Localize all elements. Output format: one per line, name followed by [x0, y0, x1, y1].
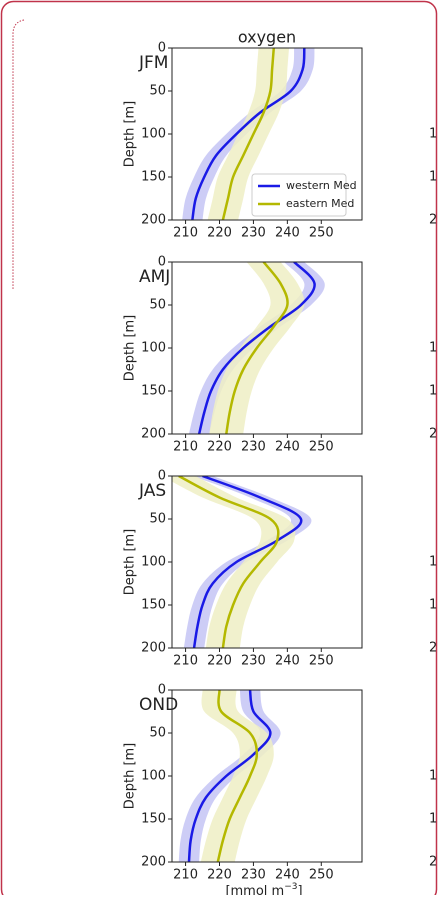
profile-line — [197, 262, 316, 434]
y-tick-label: 100 — [141, 341, 166, 356]
profile-line — [187, 690, 272, 862]
profile-line — [216, 690, 259, 862]
x-tick-label: 240 — [275, 440, 300, 455]
y-tick-label: 200 — [141, 641, 166, 656]
clipped-tick-label: 1 — [429, 555, 437, 570]
y-axis-label: Depth [m] — [123, 529, 138, 596]
uncertainty-band — [172, 476, 296, 648]
dotted-guide — [12, 19, 25, 290]
panel-label: OND — [139, 695, 178, 715]
x-tick-label: 250 — [309, 868, 334, 883]
y-tick-label: 100 — [141, 555, 166, 570]
uncertainty-band — [200, 690, 274, 862]
uncertainty-band — [207, 48, 290, 220]
x-tick-label: 220 — [207, 440, 232, 455]
clipped-tick-label: 2 — [429, 427, 437, 442]
clipped-tick-label: 1 — [429, 127, 437, 142]
x-tick-label: 250 — [309, 440, 334, 455]
x-tick-label: 240 — [275, 868, 300, 883]
clipped-tick-label: 1 — [429, 170, 437, 185]
x-tick-label: 210 — [173, 226, 198, 241]
y-tick-label: 200 — [141, 213, 166, 228]
x-tick-label: 250 — [309, 654, 334, 669]
clipped-tick-label: 1 — [429, 812, 437, 827]
x-axis-label-end: ] — [297, 884, 302, 896]
legend-label: eastern Med — [286, 197, 354, 210]
x-tick-label: 230 — [241, 226, 266, 241]
y-tick-label: 100 — [141, 127, 166, 142]
profile-line — [221, 48, 276, 220]
clipped-tick-label: 1 — [429, 769, 437, 784]
chart-title: oxygen — [238, 28, 296, 47]
profile-line — [192, 476, 303, 648]
y-tick-label: 150 — [141, 170, 166, 185]
clipped-tick-label: 1 — [429, 341, 437, 356]
x-tick-label: 220 — [207, 654, 232, 669]
y-tick-label: 200 — [141, 427, 166, 442]
x-tick-label: 220 — [207, 868, 232, 883]
y-tick-label: 0 — [158, 255, 166, 270]
x-tick-label: 240 — [275, 226, 300, 241]
x-tick-label: 230 — [241, 440, 266, 455]
x-tick-label: 210 — [173, 440, 198, 455]
clipped-tick-label: 2 — [429, 855, 437, 870]
profile-line — [225, 262, 289, 434]
y-tick-label: 150 — [141, 384, 166, 399]
y-tick-label: 150 — [141, 812, 166, 827]
clipped-tick-label: 2 — [429, 641, 437, 656]
clipped-tick-label: 2 — [429, 213, 437, 228]
x-tick-label: 240 — [275, 654, 300, 669]
panel-label: AMJ — [139, 267, 170, 287]
y-tick-label: 0 — [158, 683, 166, 698]
x-axis-label-sup: −3 — [284, 882, 297, 892]
panel-label: JFM — [138, 53, 168, 73]
x-axis-label-main: [mmol m — [225, 884, 284, 896]
y-axis-label: Depth [m] — [123, 315, 138, 382]
y-tick-label: 50 — [149, 726, 166, 741]
x-tick-label: 250 — [309, 226, 334, 241]
y-tick-label: 200 — [141, 855, 166, 870]
legend-box — [251, 173, 347, 217]
y-axis-label: Depth [m] — [123, 101, 138, 168]
y-tick-label: 150 — [141, 598, 166, 613]
y-tick-label: 0 — [158, 469, 166, 484]
clipped-tick-label: 1 — [429, 598, 437, 613]
profile-line — [191, 48, 306, 220]
x-tick-label: 210 — [173, 654, 198, 669]
x-axis-label: [mmol m−3] — [225, 882, 302, 896]
y-axis-label: Depth [m] — [123, 743, 138, 810]
panel-label: JAS — [138, 481, 166, 501]
legend-label: western Med — [286, 179, 357, 192]
x-tick-label: 220 — [207, 226, 232, 241]
x-tick-label: 230 — [241, 868, 266, 883]
profile-line — [178, 476, 280, 648]
clipped-tick-label: 1 — [429, 384, 437, 399]
uncertainty-band — [178, 690, 281, 862]
y-tick-label: 50 — [149, 512, 166, 527]
y-tick-label: 100 — [141, 769, 166, 784]
x-tick-label: 230 — [241, 654, 266, 669]
y-tick-label: 0 — [158, 41, 166, 56]
y-tick-label: 50 — [149, 298, 166, 313]
y-tick-label: 50 — [149, 84, 166, 99]
x-tick-label: 210 — [173, 868, 198, 883]
